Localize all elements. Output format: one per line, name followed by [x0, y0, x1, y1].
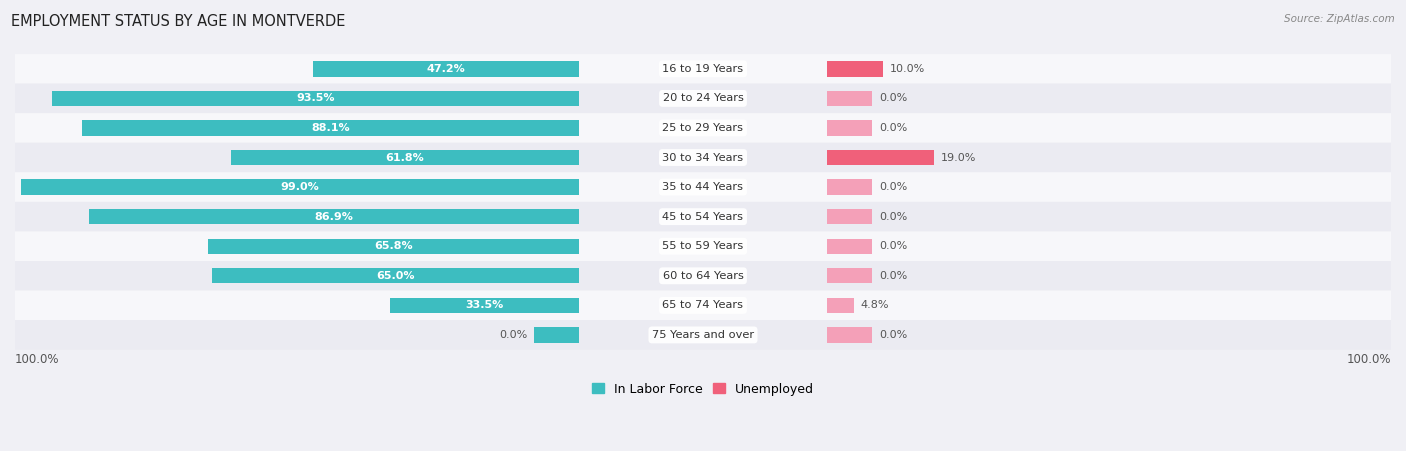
Text: 88.1%: 88.1%	[311, 123, 350, 133]
Text: 61.8%: 61.8%	[385, 152, 425, 162]
Bar	[827, 150, 934, 165]
Text: 16 to 19 Years: 16 to 19 Years	[662, 64, 744, 74]
Text: 55 to 59 Years: 55 to 59 Years	[662, 241, 744, 251]
FancyBboxPatch shape	[15, 202, 1391, 231]
Text: 99.0%: 99.0%	[281, 182, 319, 192]
Bar	[212, 268, 579, 284]
Text: 65.0%: 65.0%	[377, 271, 415, 281]
Text: 65.8%: 65.8%	[374, 241, 413, 251]
Bar	[208, 239, 579, 254]
Text: 0.0%: 0.0%	[879, 241, 907, 251]
Text: 75 Years and over: 75 Years and over	[652, 330, 754, 340]
Text: 100.0%: 100.0%	[15, 353, 59, 366]
Text: 100.0%: 100.0%	[1347, 353, 1391, 366]
Bar	[827, 268, 872, 284]
Bar	[391, 298, 579, 313]
Bar	[314, 61, 579, 77]
Text: 0.0%: 0.0%	[879, 212, 907, 221]
Bar	[52, 91, 579, 106]
FancyBboxPatch shape	[15, 261, 1391, 290]
Bar	[89, 209, 579, 224]
Text: 47.2%: 47.2%	[426, 64, 465, 74]
Bar	[534, 327, 579, 343]
Text: 93.5%: 93.5%	[297, 93, 335, 103]
Bar	[827, 298, 853, 313]
Text: 0.0%: 0.0%	[879, 123, 907, 133]
Bar	[827, 61, 883, 77]
Bar	[827, 179, 872, 195]
Bar	[827, 120, 872, 136]
Text: 86.9%: 86.9%	[315, 212, 353, 221]
Text: 33.5%: 33.5%	[465, 300, 503, 310]
Bar	[231, 150, 579, 165]
Text: 4.8%: 4.8%	[860, 300, 890, 310]
FancyBboxPatch shape	[15, 320, 1391, 350]
FancyBboxPatch shape	[15, 231, 1391, 261]
Text: 35 to 44 Years: 35 to 44 Years	[662, 182, 744, 192]
Text: 0.0%: 0.0%	[879, 271, 907, 281]
Legend: In Labor Force, Unemployed: In Labor Force, Unemployed	[586, 378, 820, 401]
Text: 25 to 29 Years: 25 to 29 Years	[662, 123, 744, 133]
FancyBboxPatch shape	[15, 172, 1391, 202]
Text: 65 to 74 Years: 65 to 74 Years	[662, 300, 744, 310]
Text: EMPLOYMENT STATUS BY AGE IN MONTVERDE: EMPLOYMENT STATUS BY AGE IN MONTVERDE	[11, 14, 346, 28]
Text: 45 to 54 Years: 45 to 54 Years	[662, 212, 744, 221]
Text: 30 to 34 Years: 30 to 34 Years	[662, 152, 744, 162]
Text: 0.0%: 0.0%	[879, 182, 907, 192]
Text: Source: ZipAtlas.com: Source: ZipAtlas.com	[1284, 14, 1395, 23]
FancyBboxPatch shape	[15, 83, 1391, 113]
FancyBboxPatch shape	[15, 143, 1391, 172]
Text: 20 to 24 Years: 20 to 24 Years	[662, 93, 744, 103]
Text: 0.0%: 0.0%	[499, 330, 527, 340]
Bar	[82, 120, 579, 136]
Text: 10.0%: 10.0%	[890, 64, 925, 74]
FancyBboxPatch shape	[15, 54, 1391, 83]
Bar	[827, 239, 872, 254]
Text: 60 to 64 Years: 60 to 64 Years	[662, 271, 744, 281]
Bar	[827, 91, 872, 106]
Text: 0.0%: 0.0%	[879, 330, 907, 340]
Bar	[827, 327, 872, 343]
Bar	[827, 209, 872, 224]
Bar	[21, 179, 579, 195]
FancyBboxPatch shape	[15, 113, 1391, 143]
Text: 19.0%: 19.0%	[941, 152, 976, 162]
Text: 0.0%: 0.0%	[879, 93, 907, 103]
FancyBboxPatch shape	[15, 290, 1391, 320]
